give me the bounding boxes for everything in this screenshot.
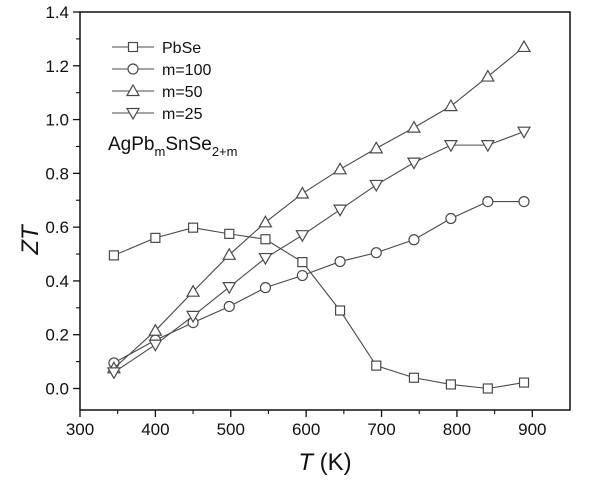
- data-point: [295, 230, 310, 243]
- data-point: [224, 228, 235, 239]
- data-point: [408, 372, 420, 383]
- data-point: [480, 140, 495, 153]
- y-tick-label: 0.6: [45, 218, 69, 237]
- data-point: [148, 323, 163, 336]
- data-point: [186, 310, 201, 324]
- x-tick-label: 500: [217, 420, 245, 439]
- data-point: [333, 204, 348, 217]
- data-point: [516, 126, 532, 139]
- y-tick-label: 0.4: [45, 272, 69, 291]
- series-2: [108, 195, 530, 369]
- series-line: [113, 131, 525, 373]
- y-tick-label: 0.0: [45, 379, 69, 398]
- data-point: [445, 379, 456, 390]
- data-point: [258, 252, 273, 266]
- y-tick-label: 0.2: [45, 326, 69, 345]
- legend-marker: [127, 41, 139, 53]
- legend-entry: m=50: [112, 83, 203, 101]
- plot-frame: [79, 11, 571, 411]
- data-point: [408, 234, 420, 246]
- y-tick-label: 1.2: [45, 57, 69, 76]
- x-tick-label: 900: [518, 420, 546, 439]
- series-line: [113, 227, 525, 390]
- y-tick-label: 1.0: [45, 111, 69, 130]
- legend-marker: [125, 107, 141, 121]
- data-point: [150, 232, 161, 243]
- x-axis-title: T (K): [298, 449, 351, 476]
- legend-entry: m=25: [112, 106, 203, 123]
- data-point: [518, 195, 530, 208]
- y-tick-label: 0.8: [45, 164, 69, 183]
- x-tick-label: 600: [292, 420, 320, 439]
- data-point: [482, 383, 493, 394]
- legend-marker: [125, 83, 141, 97]
- legend-entry: m=100: [112, 62, 211, 79]
- data-point: [369, 179, 384, 193]
- data-point: [187, 222, 199, 233]
- series-line: [113, 46, 525, 369]
- legend-label: m=25: [162, 106, 203, 123]
- legend-label: m=50: [162, 84, 203, 101]
- series-line: [113, 201, 525, 364]
- data-point: [406, 157, 421, 170]
- alloy-annotation: AgPbmSnSe2+m: [108, 134, 237, 159]
- legend-marker: [127, 63, 139, 75]
- data-point: [186, 284, 201, 297]
- data-point: [334, 305, 346, 316]
- data-point: [406, 120, 421, 133]
- data-point: [443, 98, 458, 112]
- data-point: [295, 186, 310, 199]
- data-point: [106, 367, 121, 380]
- data-point: [259, 282, 272, 294]
- x-tick-label: 800: [443, 420, 471, 439]
- data-point: [482, 195, 494, 208]
- data-point: [333, 162, 348, 175]
- data-point: [371, 360, 382, 371]
- legend-label: PbSe: [162, 40, 201, 57]
- data-point: [369, 141, 384, 154]
- data-point: [108, 250, 120, 261]
- data-point: [334, 255, 346, 268]
- data-point: [258, 215, 273, 228]
- data-point: [222, 247, 237, 260]
- series-1: [108, 222, 530, 394]
- data-point: [443, 140, 458, 153]
- data-point: [222, 282, 237, 295]
- series-4: [106, 126, 532, 380]
- x-tick-label: 300: [66, 420, 94, 439]
- data-point: [445, 212, 457, 225]
- legend-label: m=100: [162, 62, 211, 79]
- x-tick-label: 400: [141, 420, 169, 439]
- y-axis-title: ZT: [17, 223, 44, 256]
- x-tick-label: 700: [367, 420, 395, 439]
- data-point: [297, 256, 308, 268]
- data-point: [516, 39, 532, 53]
- data-point: [370, 247, 382, 259]
- data-point: [223, 300, 235, 313]
- data-point: [148, 339, 163, 352]
- y-tick-label: 1.4: [45, 3, 69, 22]
- data-point: [480, 69, 495, 82]
- data-point: [296, 269, 308, 282]
- data-point: [518, 377, 530, 388]
- legend-entry: PbSe: [112, 40, 201, 57]
- data-point: [260, 234, 271, 245]
